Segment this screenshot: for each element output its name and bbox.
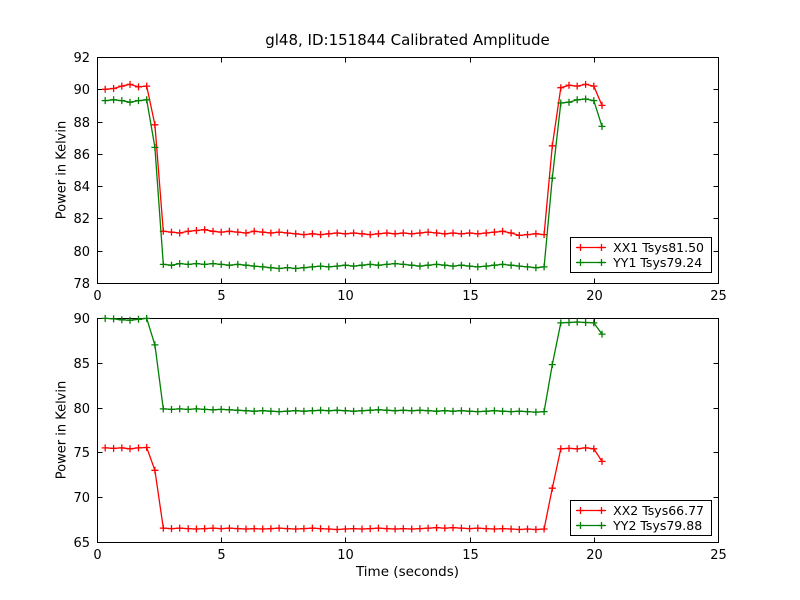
series-markers-xx1 bbox=[101, 80, 606, 239]
axes-frame bbox=[97, 318, 719, 543]
y-tick-label: 80 bbox=[73, 245, 90, 260]
x-axis-label: Time (seconds) bbox=[355, 564, 460, 580]
legend-bottom: XX2 Tsys66.77 YY2 Tsys79.88 bbox=[570, 500, 712, 536]
series-line-yy2 bbox=[105, 317, 603, 413]
legend-label-xx1: XX1 Tsys81.50 bbox=[613, 240, 704, 255]
series-markers-xx2 bbox=[101, 444, 606, 533]
x-tick-label: 15 bbox=[462, 289, 479, 304]
axes-frame bbox=[97, 57, 719, 284]
y-tick-label: 82 bbox=[73, 212, 90, 227]
legend-line-sample-yy2 bbox=[576, 522, 607, 529]
legend-entry-yy1: YY1 Tsys79.24 bbox=[575, 255, 704, 270]
legend-entry-yy2: YY2 Tsys79.88 bbox=[575, 518, 704, 533]
x-tick-label: 20 bbox=[586, 548, 603, 563]
x-tick-label: 5 bbox=[217, 548, 225, 563]
x-tick-label: 0 bbox=[93, 548, 101, 563]
legend-line-sample-xx1 bbox=[576, 244, 607, 251]
legend-label-xx2: XX2 Tsys66.77 bbox=[613, 503, 704, 518]
y-tick-label: 85 bbox=[73, 357, 90, 372]
legend-entry-xx1: XX1 Tsys81.50 bbox=[575, 240, 704, 255]
y-tick-label: 75 bbox=[73, 446, 90, 461]
x-tick-label: 15 bbox=[462, 548, 479, 563]
legend-entry-xx2: XX2 Tsys66.77 bbox=[575, 503, 704, 518]
y-tick-label: 84 bbox=[73, 180, 90, 195]
y-tick-label: 90 bbox=[73, 312, 90, 327]
x-tick-label: 10 bbox=[337, 548, 354, 563]
series-line-yy1 bbox=[105, 98, 603, 270]
series-markers-yy1 bbox=[101, 95, 606, 272]
legend-label-yy1: YY1 Tsys79.24 bbox=[613, 255, 703, 270]
y-tick-label: 80 bbox=[73, 402, 90, 417]
y-tick-label: 88 bbox=[73, 116, 90, 131]
series-markers-yy2 bbox=[101, 314, 606, 416]
y-tick-label: 90 bbox=[73, 83, 90, 98]
x-tick-label: 10 bbox=[337, 289, 354, 304]
x-tick-label: 5 bbox=[217, 289, 225, 304]
legend-line-sample-yy1 bbox=[576, 259, 607, 266]
legend-top: XX1 Tsys81.50 YY1 Tsys79.24 bbox=[570, 237, 712, 273]
x-tick-label: 0 bbox=[93, 289, 101, 304]
y-tick-label: 65 bbox=[73, 536, 90, 551]
y-tick-label: 78 bbox=[73, 277, 90, 292]
figure-title: gl48, ID:151844 Calibrated Amplitude bbox=[265, 31, 550, 49]
series-line-xx1 bbox=[105, 83, 603, 237]
x-tick-label: 20 bbox=[586, 289, 603, 304]
x-tick-label: 25 bbox=[710, 548, 727, 563]
legend-label-yy2: YY2 Tsys79.88 bbox=[613, 518, 703, 533]
y-tick-label: 86 bbox=[73, 148, 90, 163]
x-tick-label: 25 bbox=[710, 289, 727, 304]
legend-line-sample-xx2 bbox=[576, 507, 607, 514]
series-line-xx2 bbox=[105, 446, 603, 531]
y-tick-label: 92 bbox=[73, 51, 90, 66]
y-tick-label: 70 bbox=[73, 491, 90, 506]
